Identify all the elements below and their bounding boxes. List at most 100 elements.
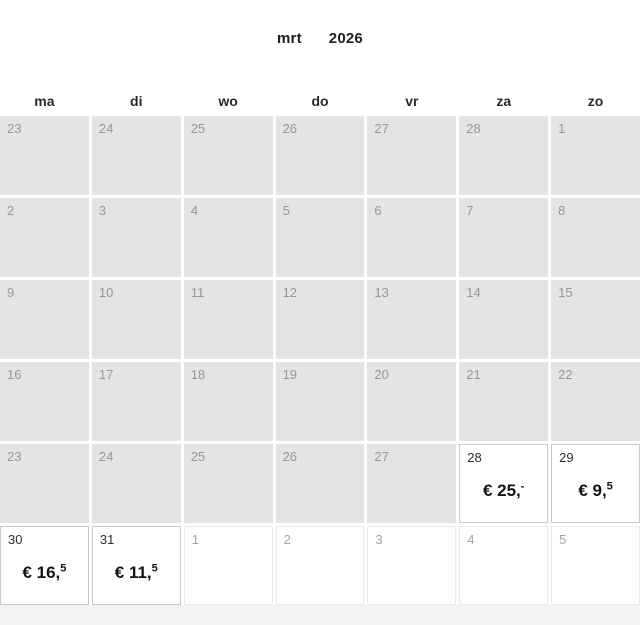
calendar-cell: 20: [367, 362, 457, 441]
weekday-row: ma di wo do vr za zo: [0, 93, 640, 109]
calendar-cell: 1: [551, 116, 640, 195]
cell-date-label: 7: [466, 203, 474, 218]
page-background-strip: [0, 605, 640, 625]
cell-date-label: 17: [98, 367, 114, 382]
cell-date-label: 6: [374, 203, 382, 218]
cell-date-label: 15: [558, 285, 573, 300]
cell-date-label: 2: [7, 203, 15, 218]
calendar-cell: 3: [367, 526, 457, 605]
cell-date-label: 23: [7, 121, 22, 136]
calendar-cell: 26: [275, 116, 365, 195]
cell-date-label: 3: [375, 532, 383, 547]
calendar-cell: 4: [459, 526, 549, 605]
cell-date-label: 4: [190, 203, 198, 218]
cell-date-label: 27: [374, 121, 389, 136]
cell-date-label: 1: [191, 532, 199, 547]
cell-date-label: 14: [466, 285, 481, 300]
calendar-cell: 23: [0, 116, 89, 195]
calendar-cell: 15: [551, 280, 640, 359]
weekday-label-vr: vr: [405, 93, 419, 109]
weekday-label-do: do: [311, 93, 329, 109]
calendar-cell: 4: [183, 198, 273, 277]
cell-date-label: 5: [559, 532, 567, 547]
calendar-cell: 27: [367, 444, 457, 523]
cell-date-label: 18: [190, 367, 206, 382]
cell-date-label: 24: [98, 121, 114, 136]
weekday-label-ma: ma: [34, 93, 55, 109]
calendar-cell: 9: [0, 280, 89, 359]
cell-date-label: 9: [7, 285, 15, 300]
cell-date-label: 2: [283, 532, 291, 547]
cell-date-label: 20: [374, 367, 389, 382]
cell-date-label: 13: [374, 285, 389, 300]
calendar-grid: 23 24 25 26 27 28 1 2 3 4 5 6 7 8 9 10 11 12 13 14 15 16 17 18 1…: [0, 116, 640, 605]
month-select[interactable]: mrt: [277, 30, 302, 47]
calendar-cell: 18: [183, 362, 273, 441]
calendar-cell: 26: [275, 444, 365, 523]
weekday-label-za: za: [496, 93, 512, 109]
calendar-cell: 25: [183, 116, 273, 195]
cell-date-label: 25: [190, 121, 206, 136]
calendar-cell: 5: [275, 198, 365, 277]
calendar-cell: 22: [551, 362, 640, 441]
cell-date-label: 28: [467, 450, 482, 465]
cell-date-label: 3: [98, 203, 107, 218]
cell-date-label: 21: [466, 367, 481, 382]
price-label: € 11,5: [114, 562, 158, 582]
calendar-cell: 7: [459, 198, 549, 277]
cell-date-label: 23: [7, 449, 22, 464]
calendar-cell[interactable]: 30 € 16,5: [0, 526, 89, 605]
year-select[interactable]: 2026: [328, 30, 363, 47]
cell-date-label: 26: [282, 121, 298, 136]
calendar-cell[interactable]: 29 € 9,5: [551, 444, 640, 523]
cell-date-label: 22: [558, 367, 573, 382]
calendar-cell: 16: [0, 362, 89, 441]
calendar-cell: 14: [459, 280, 549, 359]
calendar-cell: 23: [0, 444, 89, 523]
cell-date-label: 24: [98, 449, 114, 464]
calendar-cell: 1: [183, 526, 273, 605]
calendar-cell: 3: [91, 198, 181, 277]
cell-date-label: 26: [282, 449, 298, 464]
calendar-cell: 8: [551, 198, 640, 277]
cell-date-label: 11: [190, 285, 205, 300]
calendar-cell: 27: [367, 116, 457, 195]
calendar-cell: 6: [367, 198, 457, 277]
cell-date-label: 8: [558, 203, 566, 218]
price-label: € 9,5: [578, 480, 613, 500]
cell-date-label: 16: [7, 367, 22, 382]
cell-date-label: 5: [282, 203, 290, 218]
calendar-cell: 2: [275, 526, 365, 605]
calendar-cell[interactable]: 28 € 25,-: [459, 444, 549, 523]
cell-date-label: 28: [466, 121, 481, 136]
calendar-cell: 24: [91, 116, 181, 195]
weekday-label-wo: wo: [218, 93, 238, 109]
calendar-cell: 5: [551, 526, 640, 605]
calendar-cell: 13: [367, 280, 457, 359]
cell-date-label: 1: [558, 121, 566, 136]
calendar-cell: 19: [275, 362, 365, 441]
calendar-cell: 11: [183, 280, 273, 359]
calendar-header: mrt 2026: [0, 0, 640, 48]
price-label: € 25,-: [482, 480, 525, 500]
calendar-cell: 21: [459, 362, 549, 441]
calendar-cell: 17: [91, 362, 181, 441]
cell-date-label: 10: [98, 285, 114, 300]
calendar-cell: 25: [183, 444, 273, 523]
calendar-cell: 28: [459, 116, 549, 195]
weekday-label-zo: zo: [587, 93, 604, 109]
cell-date-label: 31: [99, 532, 115, 547]
cell-date-label: 30: [8, 532, 23, 547]
price-label: € 16,5: [22, 562, 67, 582]
cell-date-label: 25: [190, 449, 206, 464]
cell-date-label: 12: [282, 285, 298, 300]
cell-date-label: 29: [559, 450, 574, 465]
calendar-cell: 2: [0, 198, 89, 277]
weekday-label-di: di: [130, 93, 143, 109]
cell-date-label: 4: [467, 532, 475, 547]
calendar-cell: 10: [91, 280, 181, 359]
calendar-cell[interactable]: 31 € 11,5: [91, 526, 181, 605]
calendar-cell: 24: [91, 444, 181, 523]
cell-date-label: 27: [374, 449, 389, 464]
